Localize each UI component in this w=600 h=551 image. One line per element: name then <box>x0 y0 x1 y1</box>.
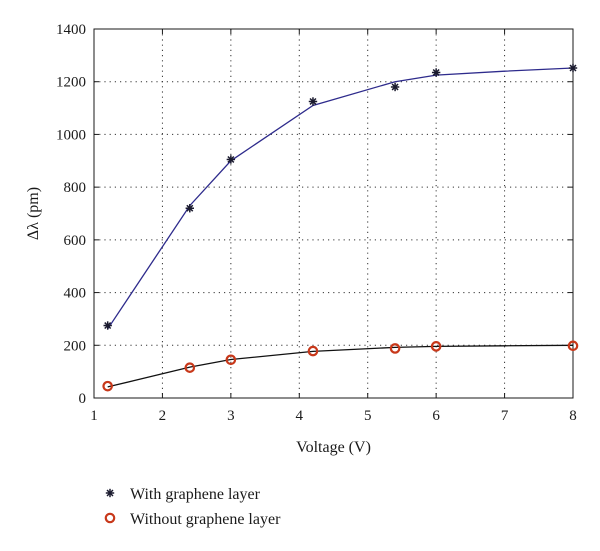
grid-lines <box>94 29 573 398</box>
data-point-with-graphene <box>431 68 441 77</box>
x-tick-label: 6 <box>432 408 440 424</box>
asterisk-stroke <box>227 155 235 163</box>
x-tick-label: 8 <box>569 408 577 424</box>
legend-label: Without graphene layer <box>130 511 281 528</box>
y-tick-label: 800 <box>64 180 87 196</box>
data-point-without-graphene <box>567 340 579 352</box>
y-tick-label: 1000 <box>56 127 86 143</box>
data-point-without-graphene <box>389 343 401 354</box>
x-tick-label: 5 <box>364 408 372 424</box>
y-tick-label: 1200 <box>56 75 86 91</box>
asterisk-stroke <box>106 489 114 497</box>
data-point-without-graphene <box>430 341 442 352</box>
y-tick-labels: 0 200 400 600 800 1000 1200 1400 <box>56 22 86 407</box>
y-tick-label: 0 <box>79 391 87 407</box>
x-tick-label: 3 <box>227 408 235 424</box>
data-point-with-graphene <box>568 63 578 73</box>
x-tick-label: 1 <box>90 408 98 424</box>
asterisk-stroke <box>186 204 194 212</box>
data-point-with-graphene <box>226 155 236 164</box>
fit-line-with-graphene <box>107 67 574 330</box>
data-point-without-graphene <box>307 345 319 357</box>
data-point-with-graphene <box>308 97 318 106</box>
x-tick-label: 4 <box>296 408 304 424</box>
asterisk-stroke <box>432 68 440 76</box>
y-tick-label: 200 <box>64 338 87 354</box>
asterisk-stroke <box>104 322 112 330</box>
y-tick-label: 1400 <box>56 22 86 38</box>
legend: With graphene layer Without graphene laye… <box>104 486 281 528</box>
y-tick-label: 600 <box>64 233 87 249</box>
legend-item: Without graphene layer <box>104 511 281 528</box>
data-point-without-graphene <box>102 380 113 392</box>
legend-item: With graphene layer <box>105 486 261 503</box>
legend-circle-icon <box>104 512 116 524</box>
fit-curves <box>107 67 574 388</box>
y-tick-label: 400 <box>64 286 87 302</box>
y-axis-label: Δλ (pm) <box>25 187 42 240</box>
x-tick-label: 7 <box>501 408 509 424</box>
legend-label: With graphene layer <box>130 486 261 503</box>
asterisk-stroke <box>569 64 577 72</box>
data-point-without-graphene <box>225 354 237 366</box>
data-point-without-graphene <box>184 362 196 373</box>
asterisk-stroke <box>391 83 399 91</box>
data-point-with-graphene <box>103 321 112 330</box>
legend-asterisk-icon <box>105 488 115 498</box>
data-markers <box>102 63 579 392</box>
x-tick-labels: 1 2 3 4 5 6 7 8 <box>90 408 577 424</box>
x-axis-label: Voltage (V) <box>296 439 371 456</box>
x-tick-label: 2 <box>159 408 167 424</box>
axis-ticks <box>93 28 574 399</box>
data-point-with-graphene <box>185 204 194 213</box>
fit-line-without-graphene <box>107 344 574 388</box>
plot-frame <box>93 28 574 399</box>
data-point-with-graphene <box>390 82 400 92</box>
asterisk-stroke <box>309 97 317 105</box>
